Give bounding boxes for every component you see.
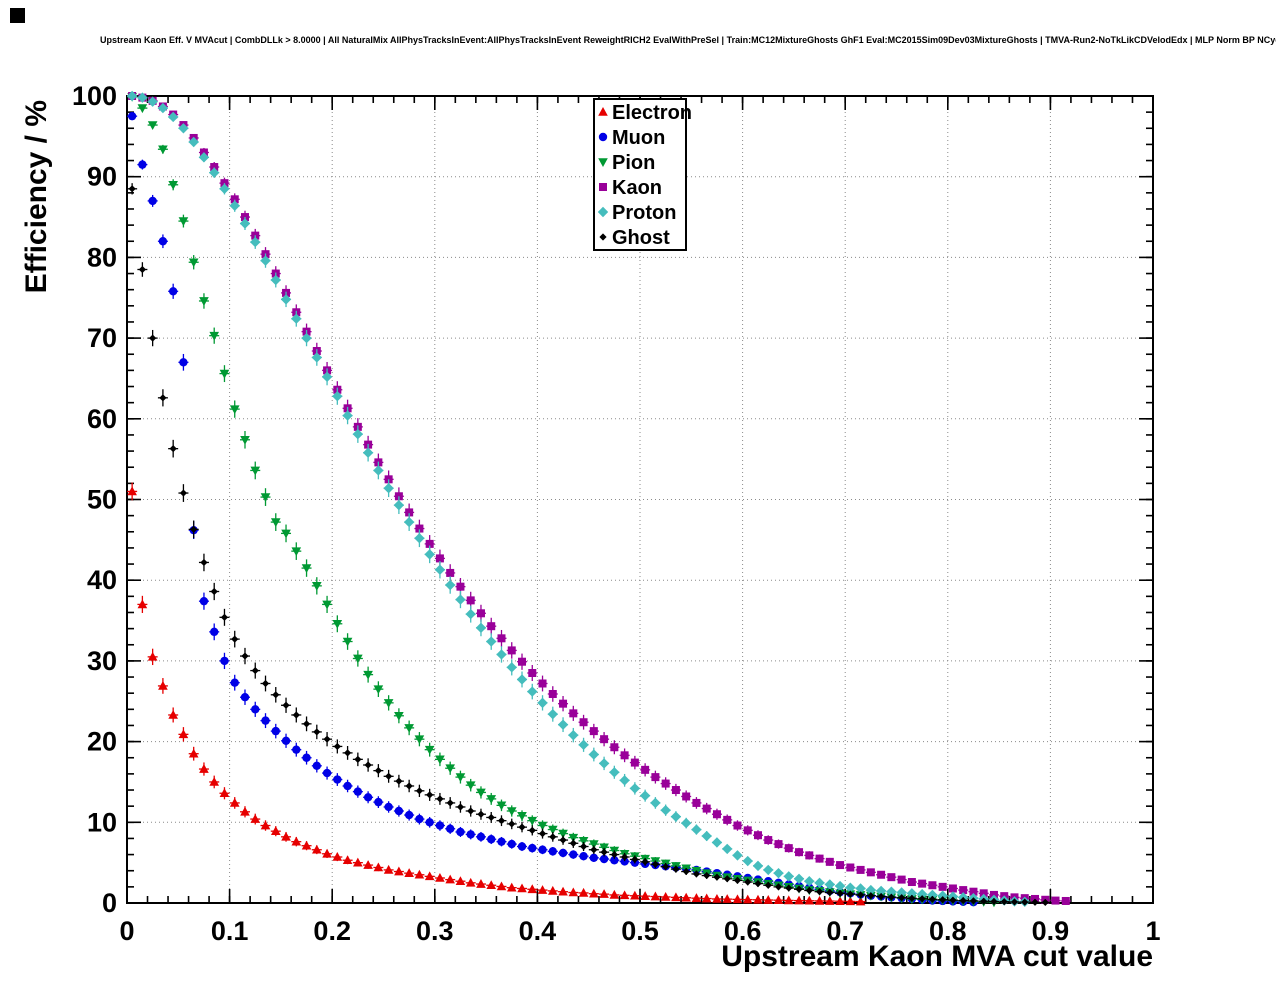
plot-frame — [126, 95, 1154, 904]
x-tick-label: 0.4 — [519, 916, 557, 946]
y-tick-label: 70 — [87, 323, 117, 353]
y-tick-label: 80 — [87, 242, 117, 272]
legend-item-electron — [598, 107, 608, 116]
canvas-corner-mark — [10, 8, 25, 23]
legend-item-proton — [597, 206, 609, 218]
x-tick-label: 0.9 — [1032, 916, 1070, 946]
y-tick-label: 30 — [87, 646, 117, 676]
legend-item-muon — [598, 132, 608, 142]
y-tick-label: 50 — [87, 485, 117, 515]
legend-label: Proton — [612, 202, 676, 224]
legend-item-kaon — [599, 183, 607, 191]
y-tick-label: 20 — [87, 727, 117, 757]
x-tick-label: 0.2 — [313, 916, 351, 946]
series-ghost — [127, 183, 1051, 907]
legend-box — [593, 98, 687, 251]
series-layer — [126, 90, 1071, 908]
x-tick-label: 0.5 — [621, 916, 659, 946]
legend-item-ghost — [599, 233, 607, 241]
x-tick-label: 0.3 — [416, 916, 454, 946]
y-tick-label: 40 — [87, 565, 117, 595]
x-tick-label: 0.1 — [211, 916, 249, 946]
legend: Electron Muon Pion Kaon Proton Ghost — [593, 98, 692, 251]
x-tick-label: 1 — [1145, 916, 1160, 946]
legend-label: Kaon — [612, 177, 662, 199]
x-axis-title: Upstream Kaon MVA cut value — [721, 940, 1153, 973]
y-axis-title: Efficiency / % — [20, 100, 53, 293]
y-tick-label: 100 — [72, 81, 117, 111]
legend-item-pion — [598, 158, 608, 167]
series-electron — [127, 482, 866, 906]
x-tick-label: 0.6 — [724, 916, 762, 946]
y-tick-label: 60 — [87, 404, 117, 434]
series-pion — [127, 93, 999, 908]
legend-label: Electron — [612, 102, 692, 124]
legend-label: Pion — [612, 152, 655, 174]
x-tick-label: 0 — [119, 916, 134, 946]
y-tick-label: 10 — [87, 807, 117, 837]
legend-label: Muon — [612, 127, 665, 149]
gridlines — [127, 96, 1153, 903]
tick-labels: 0 0.1 0.2 0.3 0.4 0.5 0.6 0.7 0.8 0.9 101020304050… — [72, 81, 1161, 946]
plot-title: Upstream Kaon Eff. V MVAcut | CombDLLk >… — [100, 35, 1276, 45]
series-proton — [126, 90, 1030, 907]
x-tick-label: 0.7 — [826, 916, 864, 946]
legend-label: Ghost — [612, 227, 670, 249]
y-tick-label: 0 — [102, 888, 117, 918]
x-tick-label: 0.8 — [929, 916, 967, 946]
y-tick-label: 90 — [87, 162, 117, 192]
